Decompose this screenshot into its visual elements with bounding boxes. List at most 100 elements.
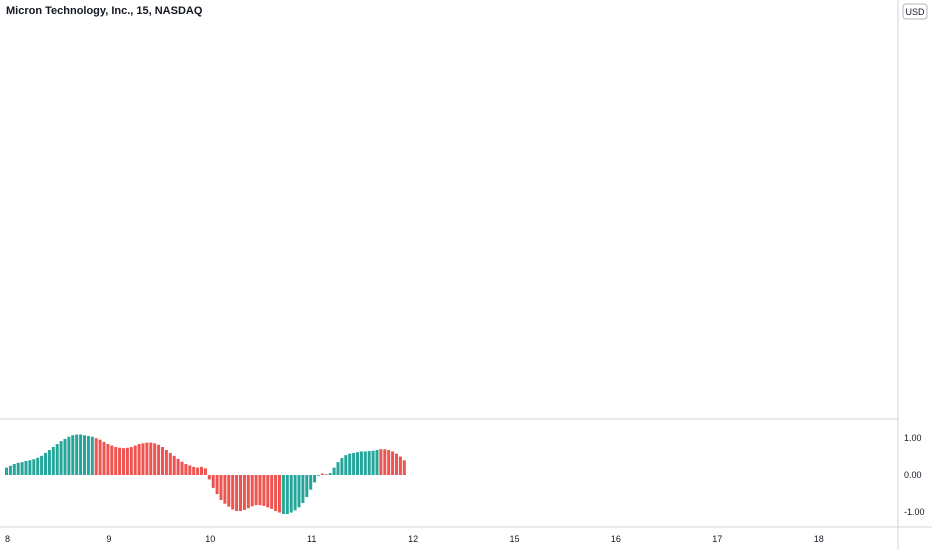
oscillator-bar — [32, 459, 36, 475]
oscillator-bar — [336, 462, 340, 475]
oscillator-bar — [86, 435, 90, 475]
oscillator-bar — [118, 447, 122, 475]
oscillator-bar — [47, 449, 51, 475]
oscillator-bar — [164, 449, 168, 475]
time-tick-label: 11 — [307, 534, 316, 544]
oscillator-bar — [157, 444, 161, 475]
oscillator-bar — [305, 475, 309, 498]
oscillator-bar — [215, 475, 219, 495]
oscillator-bar — [317, 475, 320, 476]
oscillator-bar — [20, 462, 24, 475]
time-tick-label: 18 — [814, 534, 824, 544]
oscillator-bar — [246, 475, 250, 509]
oscillator-bar — [36, 457, 40, 475]
oscillator-tick-label: 1.00 — [904, 433, 922, 443]
time-tick-label: 8 — [5, 534, 10, 544]
oscillator-bar — [161, 447, 164, 475]
oscillator-bar — [297, 475, 301, 508]
currency-label: USD — [905, 7, 925, 17]
oscillator-bar — [270, 475, 274, 509]
oscillator-bar — [106, 444, 110, 475]
oscillator-bar — [219, 475, 223, 501]
oscillator-bar — [8, 465, 12, 475]
oscillator-bar — [79, 434, 83, 475]
oscillator-tick-label: 0.00 — [904, 470, 922, 480]
oscillator-bar — [379, 449, 383, 475]
oscillator-bar — [16, 462, 20, 475]
oscillator-bar — [102, 441, 106, 475]
oscillator-bar — [141, 443, 145, 475]
oscillator-bar — [258, 475, 262, 506]
oscillator-bar — [313, 475, 317, 483]
oscillator-bar — [110, 445, 114, 475]
oscillator-bar — [149, 442, 153, 475]
oscillator-bar — [367, 451, 371, 475]
oscillator-bar — [168, 452, 172, 475]
oscillator-bar — [114, 447, 118, 475]
oscillator-bar — [352, 452, 356, 475]
oscillator-bar — [250, 475, 254, 507]
oscillator-bar — [40, 455, 44, 475]
oscillator-bar — [320, 473, 324, 475]
oscillator-bar — [340, 458, 344, 475]
oscillator-bar — [332, 467, 336, 475]
oscillator-bar — [176, 458, 180, 475]
oscillator-bar — [122, 448, 125, 475]
oscillator-bar — [262, 475, 266, 506]
oscillator-bar — [359, 451, 363, 475]
oscillator-bar — [227, 475, 231, 507]
oscillator-bar — [63, 438, 67, 475]
oscillator-bar — [125, 447, 129, 475]
oscillator-bar — [235, 475, 239, 512]
oscillator-bar — [145, 442, 149, 475]
oscillator-bar — [196, 467, 200, 475]
oscillator-bar — [83, 435, 86, 475]
time-tick-label: 16 — [611, 534, 621, 544]
oscillator-bar — [188, 465, 192, 475]
oscillator-bar — [28, 460, 32, 475]
oscillator-bar — [344, 455, 348, 475]
oscillator-bar — [231, 475, 235, 510]
oscillator-bar — [71, 435, 75, 475]
oscillator-bar — [285, 475, 289, 515]
oscillator-bar — [242, 475, 246, 510]
oscillator-bar — [51, 447, 55, 475]
oscillator-bar — [12, 463, 16, 475]
oscillator-bar — [348, 453, 352, 475]
chart-title: Micron Technology, Inc., 15, NASDAQ — [6, 5, 203, 17]
oscillator-bar — [67, 436, 71, 475]
oscillator-bar — [324, 474, 328, 476]
oscillator-bar — [398, 456, 402, 475]
oscillator-bar — [44, 452, 47, 475]
oscillator-bar — [356, 452, 359, 475]
time-tick-label: 15 — [509, 534, 519, 544]
oscillator-bar — [281, 475, 285, 515]
oscillator-bar — [55, 444, 59, 475]
oscillator-bar — [137, 444, 141, 475]
time-tick-label: 12 — [408, 534, 418, 544]
oscillator-bar — [254, 475, 258, 506]
oscillator-bar — [98, 439, 102, 475]
time-tick-label: 17 — [712, 534, 722, 544]
oscillator-bar — [289, 475, 293, 513]
oscillator-bar — [153, 443, 157, 475]
oscillator-bar — [395, 453, 398, 475]
oscillator-bar — [375, 449, 379, 475]
oscillator-bar — [180, 461, 184, 475]
oscillator-bar — [75, 434, 79, 475]
oscillator-bar — [59, 441, 63, 475]
time-tick-label: 9 — [106, 534, 111, 544]
oscillator-bar — [402, 460, 406, 475]
currency-badge[interactable]: USD — [902, 3, 928, 20]
oscillator-bar — [239, 475, 242, 512]
oscillator-bar — [223, 475, 227, 504]
oscillator-bar — [266, 475, 270, 508]
oscillator-bar — [383, 449, 387, 475]
time-tick-label: 10 — [205, 534, 215, 544]
oscillator-bar — [129, 447, 133, 475]
oscillator-bar — [274, 475, 278, 512]
oscillator-bar — [309, 475, 313, 490]
oscillator-bar — [172, 455, 176, 475]
oscillator-bar — [211, 475, 215, 488]
